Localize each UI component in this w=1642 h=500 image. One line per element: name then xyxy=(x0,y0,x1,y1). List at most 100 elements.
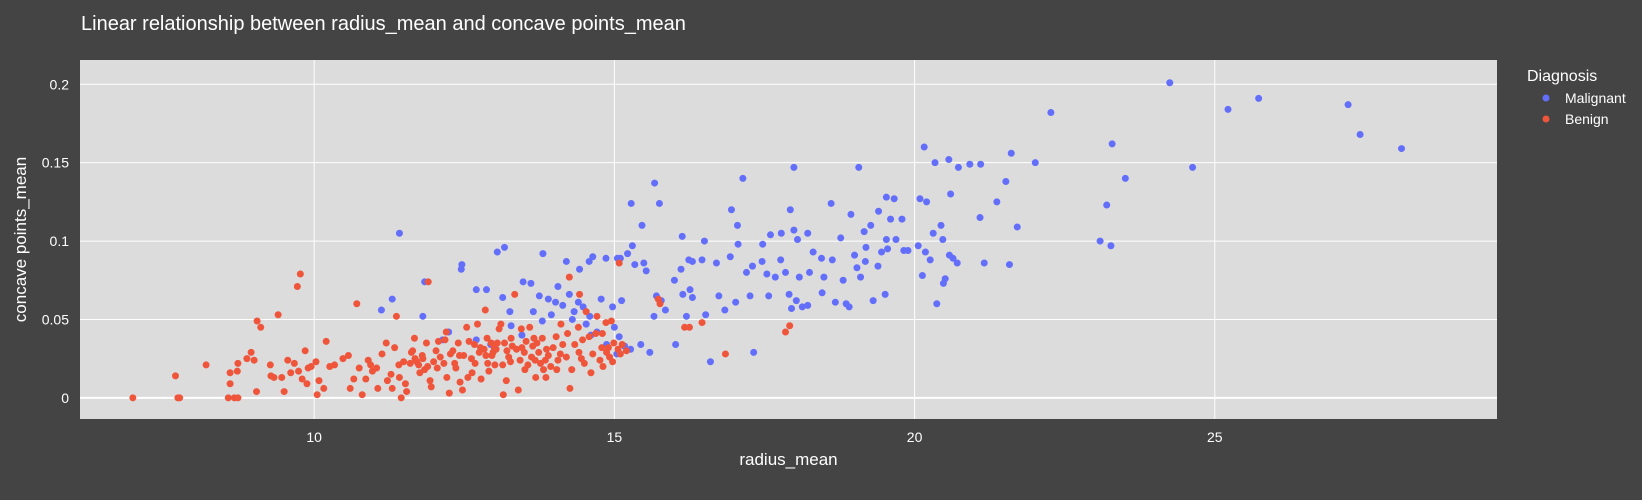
data-point[interactable] xyxy=(827,199,835,207)
data-point[interactable] xyxy=(921,248,929,256)
data-point[interactable] xyxy=(599,362,607,370)
data-point[interactable] xyxy=(1255,94,1263,102)
data-point[interactable] xyxy=(538,334,546,342)
data-point[interactable] xyxy=(804,301,812,309)
data-point[interactable] xyxy=(700,237,708,245)
data-point[interactable] xyxy=(485,367,493,375)
data-point[interactable] xyxy=(637,341,645,349)
data-point[interactable] xyxy=(839,276,847,284)
data-point[interactable] xyxy=(918,272,926,280)
data-point[interactable] xyxy=(565,290,573,298)
data-point[interactable] xyxy=(726,253,734,261)
data-point[interactable] xyxy=(857,273,865,281)
data-point[interactable] xyxy=(574,323,582,331)
data-point[interactable] xyxy=(651,179,659,187)
data-point[interactable] xyxy=(698,256,706,264)
data-point[interactable] xyxy=(1047,109,1055,117)
data-point[interactable] xyxy=(500,339,508,347)
data-point[interactable] xyxy=(926,256,934,264)
data-point[interactable] xyxy=(403,388,411,396)
data-point[interactable] xyxy=(518,331,526,339)
data-point[interactable] xyxy=(284,356,292,364)
data-point[interactable] xyxy=(862,243,870,251)
data-point[interactable] xyxy=(875,207,883,215)
data-point[interactable] xyxy=(171,372,179,380)
data-point[interactable] xyxy=(547,362,555,370)
data-point[interactable] xyxy=(457,265,465,273)
data-point[interactable] xyxy=(792,297,800,305)
data-point[interactable] xyxy=(442,328,450,336)
data-point[interactable] xyxy=(400,358,408,366)
data-point[interactable] xyxy=(547,311,555,319)
data-point[interactable] xyxy=(882,193,890,201)
data-point[interactable] xyxy=(463,323,471,331)
data-point[interactable] xyxy=(506,308,514,316)
data-point[interactable] xyxy=(434,337,442,345)
data-point[interactable] xyxy=(539,250,547,258)
data-point[interactable] xyxy=(672,341,680,349)
data-point[interactable] xyxy=(609,303,617,311)
data-point[interactable] xyxy=(733,221,741,229)
data-point[interactable] xyxy=(392,312,400,320)
data-point[interactable] xyxy=(867,221,875,229)
data-point[interactable] xyxy=(373,364,381,372)
data-point[interactable] xyxy=(526,323,534,331)
data-point[interactable] xyxy=(576,265,584,273)
data-point[interactable] xyxy=(554,356,562,364)
data-point[interactable] xyxy=(443,373,451,381)
data-point[interactable] xyxy=(1166,79,1174,87)
data-point[interactable] xyxy=(618,297,626,305)
data-point[interactable] xyxy=(502,377,510,385)
data-point[interactable] xyxy=(564,330,572,338)
data-point[interactable] xyxy=(949,254,957,262)
data-point[interactable] xyxy=(679,290,687,298)
data-point[interactable] xyxy=(353,300,361,308)
data-point[interactable] xyxy=(1031,159,1039,167)
data-point[interactable] xyxy=(615,333,623,341)
data-point[interactable] xyxy=(440,359,448,367)
data-point[interactable] xyxy=(544,352,552,360)
data-point[interactable] xyxy=(397,394,405,402)
data-point[interactable] xyxy=(471,359,479,367)
data-point[interactable] xyxy=(470,341,478,349)
data-point[interactable] xyxy=(920,143,928,151)
data-point[interactable] xyxy=(367,361,375,369)
data-point[interactable] xyxy=(331,361,339,369)
data-point[interactable] xyxy=(585,333,593,341)
data-point[interactable] xyxy=(640,259,648,267)
data-point[interactable] xyxy=(616,350,624,358)
data-point[interactable] xyxy=(383,377,391,385)
data-point[interactable] xyxy=(721,350,729,358)
data-point[interactable] xyxy=(993,198,1001,206)
data-point[interactable] xyxy=(916,195,924,203)
data-point[interactable] xyxy=(898,215,906,223)
data-point[interactable] xyxy=(607,317,615,325)
data-point[interactable] xyxy=(559,301,567,309)
data-point[interactable] xyxy=(798,303,806,311)
data-point[interactable] xyxy=(176,394,184,402)
data-point[interactable] xyxy=(556,350,564,358)
data-point[interactable] xyxy=(387,370,395,378)
data-point[interactable] xyxy=(339,355,347,363)
data-point[interactable] xyxy=(685,323,693,331)
data-point[interactable] xyxy=(202,361,210,369)
data-point[interactable] xyxy=(253,388,261,396)
data-point[interactable] xyxy=(395,373,403,381)
data-point[interactable] xyxy=(507,358,515,366)
data-point[interactable] xyxy=(524,361,532,369)
data-point[interactable] xyxy=(610,323,618,331)
data-point[interactable] xyxy=(855,163,863,171)
data-point[interactable] xyxy=(604,344,612,352)
data-point[interactable] xyxy=(845,303,853,311)
data-point[interactable] xyxy=(378,350,386,358)
data-point[interactable] xyxy=(511,290,519,298)
data-point[interactable] xyxy=(554,283,562,291)
data-point[interactable] xyxy=(566,384,574,392)
data-point[interactable] xyxy=(759,240,767,248)
data-point[interactable] xyxy=(1005,261,1013,269)
data-point[interactable] xyxy=(391,344,399,352)
data-point[interactable] xyxy=(293,283,301,291)
data-point[interactable] xyxy=(1356,130,1364,138)
data-point[interactable] xyxy=(419,355,427,363)
data-point[interactable] xyxy=(553,366,561,374)
